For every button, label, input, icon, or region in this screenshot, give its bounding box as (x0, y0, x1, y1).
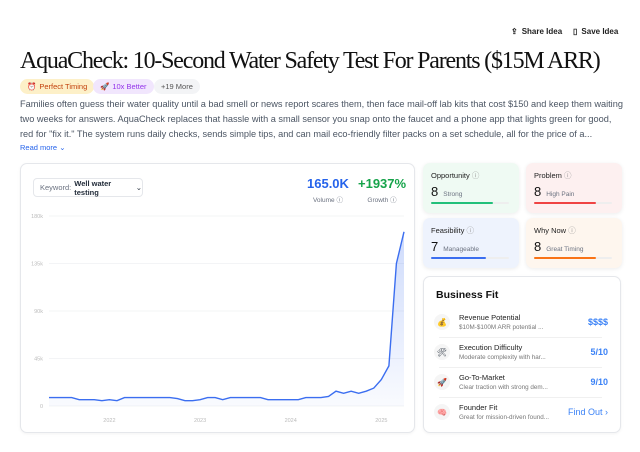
info-icon[interactable]: ⓘ (564, 171, 572, 180)
share-idea-button[interactable]: ⇪ Share Idea (511, 27, 563, 36)
fit-title: Revenue Potential (459, 313, 521, 322)
bookmark-icon: ▯ (573, 27, 578, 36)
tag-more[interactable]: +19 More (154, 79, 200, 94)
volume-metric: 165.0K Volume ⓘ (307, 176, 349, 204)
y-tick-label: 90k (34, 309, 43, 315)
read-more-link[interactable]: Read more ⌄ (20, 143, 66, 152)
score-label: Manageable (443, 246, 480, 253)
growth-metric: +1937% Growth ⓘ (358, 176, 407, 204)
x-tick-label: 2023 (194, 418, 206, 424)
tag-10x-better[interactable]: 🚀 10x Better (93, 79, 154, 94)
divider (439, 367, 602, 368)
y-tick-label: 135k (31, 262, 43, 268)
score-value: 8 (534, 184, 542, 199)
business-fit-card: Business Fit 💰 Revenue Potential $10M-$10… (423, 276, 621, 433)
x-tick-label: 2024 (285, 418, 297, 424)
fit-title: Go-To-Market (459, 373, 505, 382)
business-fit-row: 🛠 Execution Difficulty Moderate complexit… (434, 337, 608, 367)
score-card-opportunity[interactable]: Opportunity ⓘ 8 Strong (423, 163, 519, 213)
divider (439, 337, 602, 338)
info-icon[interactable]: ⓘ (390, 197, 397, 204)
rocket-icon: 🚀 (434, 374, 450, 390)
score-value: 8 (534, 239, 542, 254)
score-value: 8 (431, 184, 439, 199)
fit-value: 5/10 (590, 347, 608, 357)
find-out-button[interactable]: Find Out › (567, 407, 608, 417)
x-tick-label: 2025 (375, 418, 387, 424)
fit-subtitle: Great for mission-driven found... (459, 414, 549, 421)
tools-icon: 🛠 (434, 344, 450, 360)
chevron-right-icon: › (605, 407, 608, 417)
chevron-down-icon: ⌄ (59, 143, 66, 152)
trend-line (49, 231, 405, 402)
info-icon[interactable]: ⓘ (471, 171, 480, 180)
y-tick-label: 0 (40, 404, 43, 410)
score-label: Strong (443, 191, 463, 198)
y-tick-label: 45k (34, 357, 43, 363)
save-idea-button[interactable]: ▯ Save Idea (573, 27, 619, 36)
fit-subtitle: Clear traction with strong dem... (459, 384, 548, 391)
fit-subtitle: $10M-$100M ARR potential ... (459, 324, 544, 331)
info-icon[interactable]: ⓘ (336, 197, 343, 204)
fit-title: Execution Difficulty (459, 343, 523, 352)
info-icon[interactable]: ⓘ (568, 226, 576, 235)
score-card-why-now[interactable]: Why Now ⓘ 8 Great Timing (526, 218, 622, 268)
score-value: 7 (431, 239, 439, 254)
fit-value: 9/10 (590, 377, 608, 387)
score-title: Feasibility (431, 226, 465, 235)
chevron-down-icon: ⌄ (135, 183, 142, 192)
score-card-problem[interactable]: Problem ⓘ 8 High Pain (526, 163, 622, 213)
brain-icon: 🧠 (434, 404, 450, 420)
trend-area (49, 231, 404, 406)
business-fit-row: 🚀 Go-To-Market Clear traction with strong… (434, 367, 608, 397)
trend-chart: 0 45k 90k 135k 180k 2022 2023 2024 2025 (31, 214, 405, 424)
keyword-select[interactable]: Keyword: Well water testing ⌄ (33, 178, 143, 197)
score-bar (431, 202, 509, 204)
money-bag-icon: 💰 (434, 314, 450, 330)
tag-perfect-timing[interactable]: ⏰ Perfect Timing (20, 79, 95, 94)
divider (439, 397, 602, 398)
business-fit-row: 💰 Revenue Potential $10M-$100M ARR potent… (434, 307, 608, 337)
share-icon: ⇪ (511, 27, 518, 36)
x-tick-label: 2022 (103, 418, 115, 424)
alarm-clock-icon: ⏰ (27, 82, 37, 91)
score-label: Great Timing (546, 246, 584, 253)
info-icon[interactable]: ⓘ (466, 226, 474, 235)
rocket-icon: 🚀 (100, 82, 110, 91)
score-bar (534, 257, 612, 259)
score-bar (431, 257, 509, 259)
score-title: Problem (534, 171, 562, 180)
business-fit-title: Business Fit (436, 289, 499, 301)
trend-card: Keyword: Well water testing ⌄ 165.0K Volume… (20, 163, 415, 433)
fit-value: $$$$ (587, 317, 608, 327)
description: Families often guess their water quality… (20, 99, 623, 139)
score-bar (534, 202, 612, 204)
business-fit-row[interactable]: 🧠 Founder Fit Great for mission-driven fo… (434, 397, 608, 427)
score-label: High Pain (546, 191, 575, 198)
page-title: AquaCheck: 10-Second Water Safety Test F… (20, 48, 601, 74)
score-title: Why Now (534, 226, 567, 235)
fit-title: Founder Fit (459, 403, 498, 412)
fit-subtitle: Moderate complexity with har... (459, 354, 546, 361)
score-card-feasibility[interactable]: Feasibility ⓘ 7 Manageable (423, 218, 519, 268)
y-tick-label: 180k (31, 214, 43, 220)
score-title: Opportunity (431, 171, 470, 180)
